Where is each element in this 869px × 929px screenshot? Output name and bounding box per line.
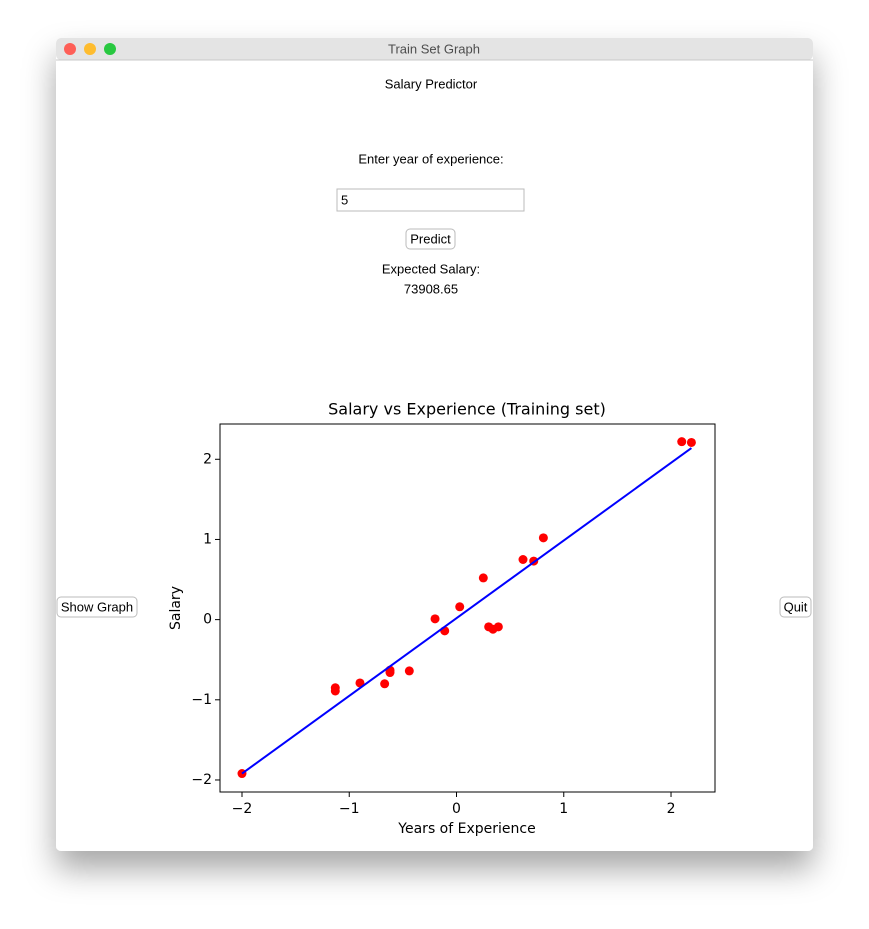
result-value: 73908.65 [404, 281, 458, 296]
quit-button[interactable] [779, 596, 812, 618]
predict-button[interactable] [405, 228, 456, 250]
prompt-label: Enter year of experience: [358, 151, 503, 166]
x-axis-label: Years of Experience [397, 821, 535, 837]
window [56, 38, 813, 851]
point [677, 437, 687, 447]
y-tick-label: −2 [191, 772, 212, 788]
input-value: 5 [341, 192, 348, 207]
quit-button-label: Quit [784, 599, 808, 614]
predict-button-label: Predict [410, 231, 451, 246]
point [404, 666, 414, 676]
show-graph-button-label: Show Graph [61, 599, 133, 614]
point [380, 679, 390, 689]
x-tick-label: 0 [452, 801, 461, 817]
y-tick-label: −1 [191, 692, 212, 708]
x-tick-label: −2 [232, 801, 253, 817]
minimize-button[interactable] [84, 43, 96, 55]
chart-title: Salary vs Experience (Training set) [328, 400, 606, 419]
x-tick-label: 1 [559, 801, 568, 817]
window-title: Train Set Graph [388, 41, 480, 56]
x-tick-label: 2 [667, 801, 676, 817]
point [330, 686, 340, 696]
regression-line [241, 447, 692, 775]
close-button[interactable] [64, 43, 76, 55]
point [538, 533, 548, 543]
y-tick-label: 1 [203, 531, 212, 547]
title-bar [56, 38, 813, 60]
plot-frame [219, 423, 716, 793]
y-tick-label: 2 [203, 451, 212, 467]
app-title: Salary Predictor [385, 76, 478, 91]
zoom-button[interactable] [104, 43, 116, 55]
point [478, 573, 488, 583]
chart: Salary vs Experience (Training set) Year… [168, 400, 716, 837]
show-graph-button[interactable] [56, 596, 138, 618]
y-axis-label: Salary [168, 586, 184, 630]
point [493, 622, 503, 632]
point [686, 437, 696, 447]
point [430, 614, 440, 624]
point [355, 678, 365, 688]
point [455, 602, 465, 612]
result-label: Expected Salary: [382, 261, 480, 276]
point [518, 554, 528, 564]
x-tick-label: −1 [339, 801, 360, 817]
experience-input[interactable] [336, 188, 525, 212]
y-tick-label: 0 [203, 612, 212, 628]
